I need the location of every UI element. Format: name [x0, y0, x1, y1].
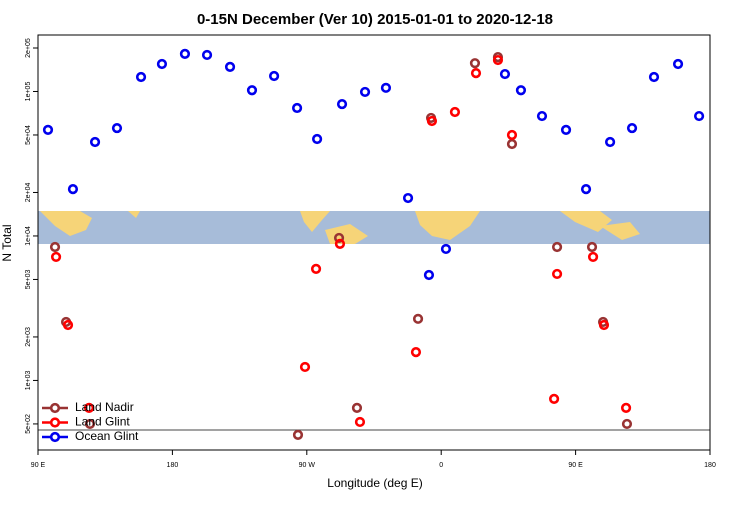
- point: [50, 251, 62, 263]
- point: [621, 418, 633, 430]
- point: [336, 98, 348, 110]
- point: [410, 347, 422, 358]
- legend-marker: [49, 402, 61, 414]
- point: [351, 402, 363, 413]
- y-axis-label: N Total: [0, 224, 14, 261]
- point: [334, 238, 346, 250]
- point: [560, 124, 572, 136]
- point: [440, 243, 452, 255]
- point: [67, 184, 79, 195]
- y-tick-label: 1e+05: [25, 82, 32, 102]
- point: [354, 416, 366, 428]
- point: [580, 184, 592, 195]
- plot-frame: [37, 34, 711, 451]
- y-tick-label: 2e+05: [25, 38, 32, 58]
- point: [201, 49, 213, 61]
- point: [224, 61, 236, 72]
- point: [179, 48, 191, 60]
- legend-label: Land Nadir: [75, 400, 134, 414]
- point: [536, 110, 548, 122]
- point: [83, 402, 95, 413]
- point: [156, 58, 168, 70]
- point: [506, 138, 518, 150]
- point: [42, 124, 54, 136]
- point: [89, 136, 101, 148]
- point: [310, 263, 322, 274]
- y-tick-label: 5e+02: [25, 414, 32, 434]
- point: [62, 319, 74, 331]
- point: [499, 68, 511, 80]
- point: [402, 192, 414, 204]
- point: [268, 70, 280, 82]
- y-tick-label: 5e+03: [25, 270, 32, 290]
- point: [551, 268, 563, 280]
- point: [380, 82, 392, 93]
- point: [246, 85, 258, 96]
- x-tick-label: 90 E: [568, 462, 583, 469]
- point: [135, 71, 147, 83]
- point: [515, 85, 527, 96]
- point: [299, 361, 311, 373]
- point: [551, 241, 563, 253]
- point: [412, 313, 424, 324]
- point: [604, 136, 616, 148]
- x-tick-label: 90 E: [31, 462, 46, 469]
- legend-marker: [49, 431, 61, 443]
- point: [693, 110, 705, 122]
- point: [426, 115, 438, 127]
- point: [333, 232, 345, 244]
- map-strip: [38, 211, 710, 244]
- y-tick-label: 1e+03: [25, 371, 32, 391]
- point: [672, 58, 684, 70]
- point: [548, 393, 560, 405]
- x-axis-label: Longitude (deg E): [327, 476, 422, 490]
- point: [470, 68, 482, 79]
- point: [359, 86, 371, 98]
- point: [423, 269, 435, 281]
- point: [84, 418, 96, 430]
- point: [620, 402, 632, 413]
- point: [598, 319, 610, 331]
- point: [111, 122, 123, 134]
- point: [587, 251, 599, 263]
- legend-marker: [49, 417, 61, 428]
- point: [449, 106, 461, 118]
- point: [586, 241, 598, 253]
- point: [506, 129, 518, 141]
- y-tick-label: 2e+03: [25, 327, 32, 347]
- legend-label: Ocean Glint: [75, 429, 139, 443]
- point: [492, 54, 504, 66]
- point: [648, 71, 660, 83]
- y-tick-label: 2e+04: [25, 183, 32, 203]
- x-tick-label: 180: [167, 462, 179, 469]
- point: [49, 241, 61, 253]
- x-tick-label: 90 W: [299, 462, 316, 469]
- x-tick-label: 180: [704, 462, 716, 469]
- point: [469, 58, 481, 69]
- chart-title: 0-15N December (Ver 10) 2015-01-01 to 20…: [197, 11, 553, 28]
- point: [626, 122, 638, 134]
- y-tick-label: 1e+04: [25, 226, 32, 246]
- point: [291, 102, 303, 114]
- y-tick-label: 5e+04: [25, 125, 32, 145]
- legend-label: Land Glint: [75, 415, 130, 429]
- point: [312, 133, 323, 145]
- point: [292, 429, 304, 440]
- x-tick-label: 0: [439, 462, 443, 469]
